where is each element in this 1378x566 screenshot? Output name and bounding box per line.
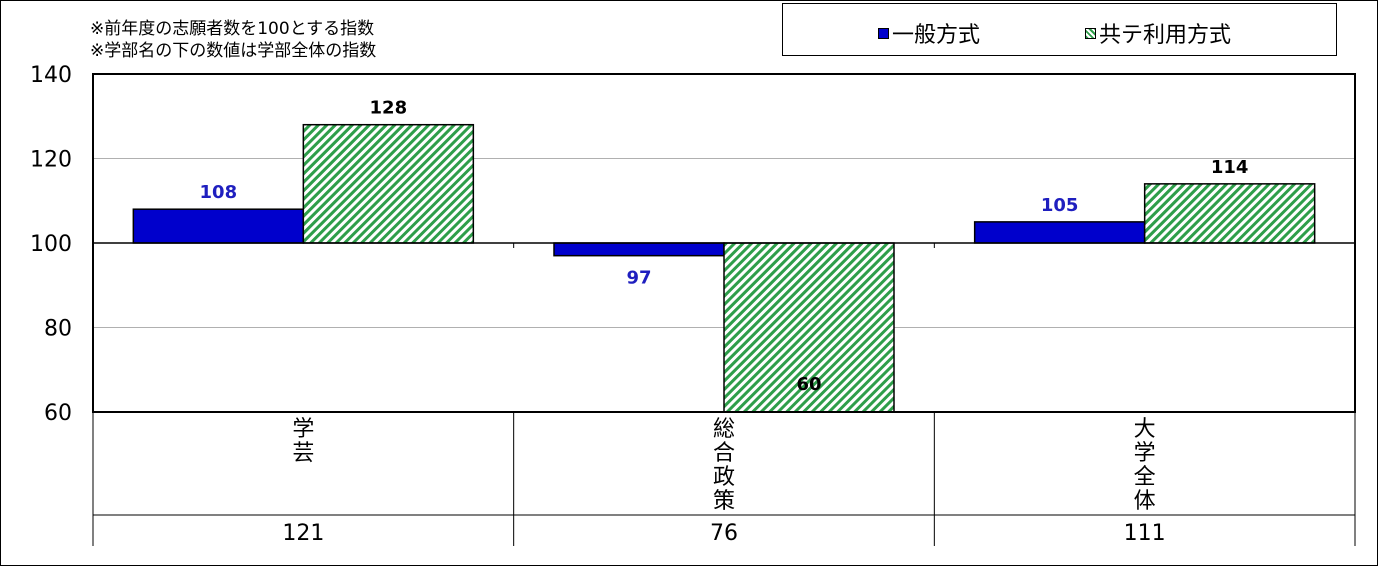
data-label: 108 <box>200 182 238 203</box>
legend-item-common-test: 共テ利用方式 <box>1085 17 1231 49</box>
legend: 一般方式 共テ利用方式 <box>782 3 1337 56</box>
category-label: 学芸 <box>292 417 315 466</box>
legend-label-common-test: 共テ利用方式 <box>1099 23 1232 48</box>
y-tick-label: 80 <box>44 317 72 342</box>
bar-common-test <box>723 242 895 413</box>
data-label: 114 <box>1211 157 1249 178</box>
bar-common-test <box>1143 183 1316 244</box>
y-tick-label: 60 <box>44 401 72 426</box>
y-tick-labels: 60 80 100 120 140 <box>30 63 72 426</box>
bar-general <box>132 208 305 244</box>
data-labels: 108 128 97 60 105 114 <box>200 98 1249 395</box>
data-label: 128 <box>370 98 408 119</box>
y-tick-label: 100 <box>30 232 72 257</box>
axes <box>92 73 1356 546</box>
data-label: 97 <box>626 268 651 289</box>
category-label: 総合政策 <box>712 417 735 514</box>
category-index-value: 121 <box>282 521 325 546</box>
data-label: 105 <box>1041 195 1079 216</box>
bars <box>132 123 1316 413</box>
bar-common-test <box>302 123 475 244</box>
legend-item-general: 一般方式 <box>878 17 980 49</box>
category-label: 大学全体 <box>1133 417 1156 514</box>
legend-swatch-hatched-icon <box>1085 27 1096 39</box>
note-line-2: ※学部名の下の数値は学部全体の指数 <box>90 41 377 61</box>
category-index-value: 111 <box>1123 521 1166 546</box>
legend-label-general: 一般方式 <box>892 23 981 48</box>
bar-general <box>973 221 1146 244</box>
bar-general <box>553 242 725 257</box>
data-label: 60 <box>796 374 821 395</box>
note-line-1: ※前年度の志願者数を100とする指数 <box>90 19 375 39</box>
legend-swatch-solid-icon <box>878 27 889 39</box>
y-tick-label: 140 <box>30 63 72 88</box>
y-tick-label: 120 <box>30 148 72 173</box>
category-index-value: 76 <box>710 521 738 546</box>
